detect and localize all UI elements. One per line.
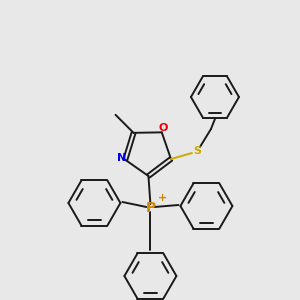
Text: N: N bbox=[117, 153, 126, 163]
Text: P: P bbox=[145, 201, 155, 215]
Text: S: S bbox=[193, 146, 201, 156]
Text: +: + bbox=[158, 193, 167, 203]
Text: O: O bbox=[158, 123, 167, 133]
